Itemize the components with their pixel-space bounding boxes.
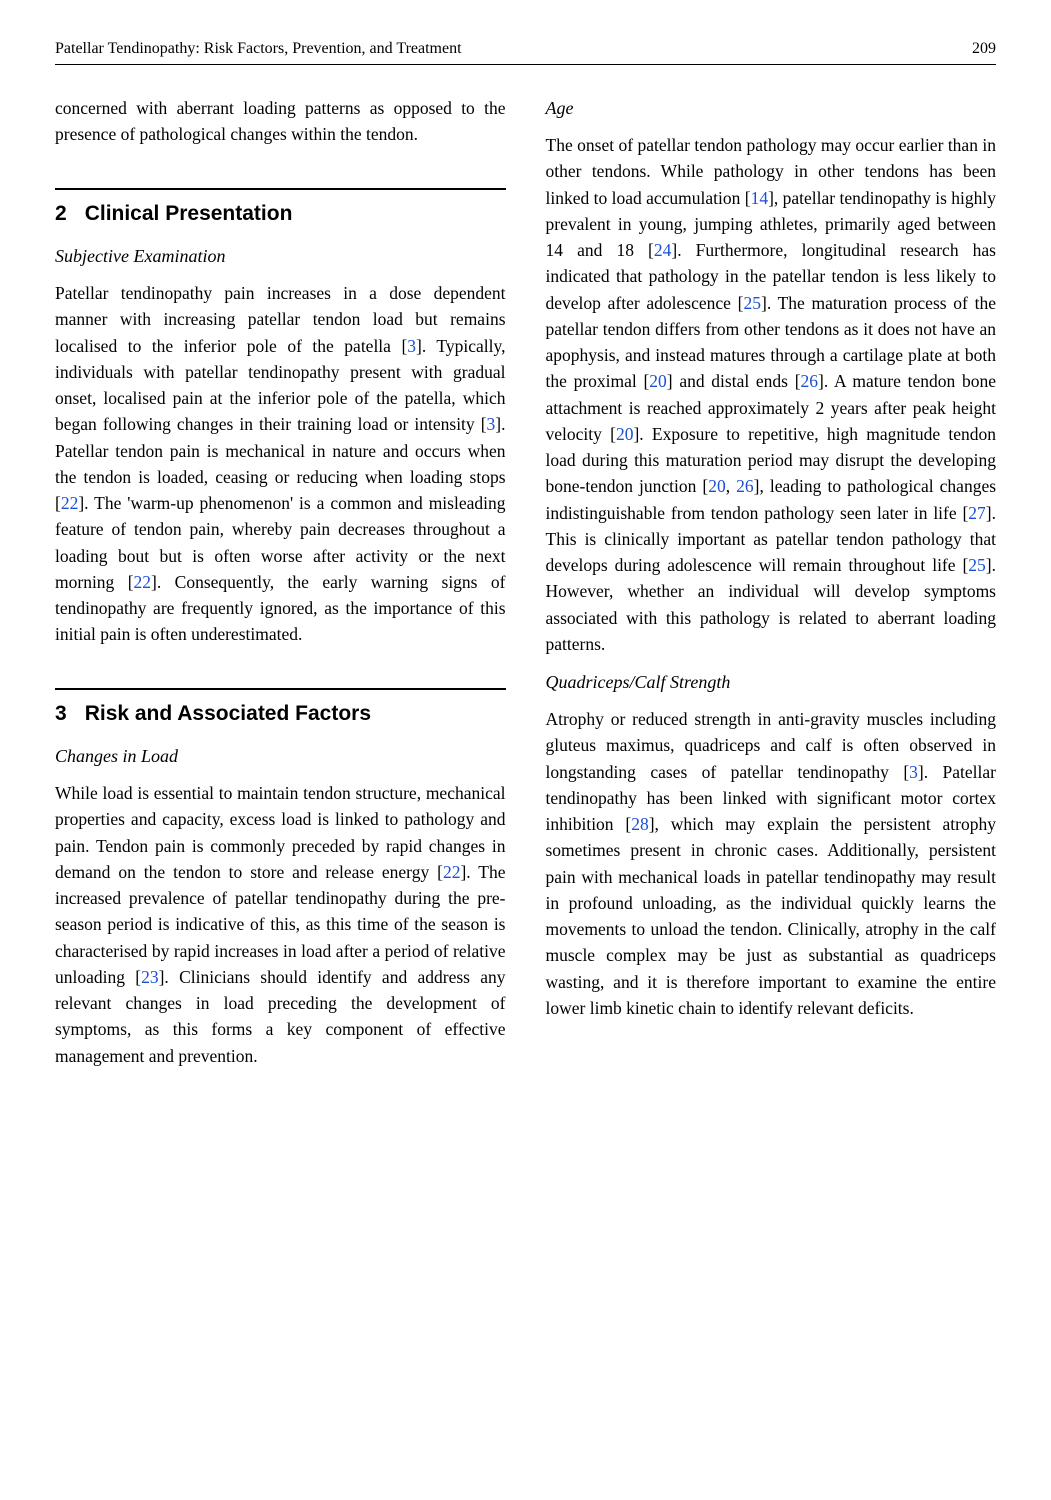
changes-in-load-paragraph: While load is essential to maintain tend… bbox=[55, 780, 506, 1069]
ref-28[interactable]: 28 bbox=[631, 814, 649, 834]
ref-26a[interactable]: 26 bbox=[801, 371, 819, 391]
subjective-exam-paragraph: Patellar tendinopathy pain increases in … bbox=[55, 280, 506, 648]
section-3-heading: 3 Risk and Associated Factors bbox=[55, 688, 506, 730]
section-3-title: Risk and Associated Factors bbox=[85, 702, 371, 725]
running-head: Patellar Tendinopathy: Risk Factors, Pre… bbox=[55, 40, 462, 58]
page-header: Patellar Tendinopathy: Risk Factors, Pre… bbox=[55, 40, 996, 65]
subjective-exam-heading: Subjective Examination bbox=[55, 243, 506, 270]
section-2-heading: 2 Clinical Presentation bbox=[55, 188, 506, 230]
ref-20b[interactable]: 20 bbox=[616, 424, 634, 444]
ref-22c[interactable]: 22 bbox=[443, 862, 461, 882]
age-paragraph: The onset of patellar tendon pathology m… bbox=[546, 132, 997, 657]
ref-20c[interactable]: 20 bbox=[708, 476, 726, 496]
ref-25b[interactable]: 25 bbox=[968, 555, 986, 575]
ref-24[interactable]: 24 bbox=[654, 240, 672, 260]
ref-22a[interactable]: 22 bbox=[61, 493, 79, 513]
section-2-number: 2 bbox=[55, 202, 67, 225]
age-heading: Age bbox=[546, 95, 997, 122]
left-column: concerned with aberrant loading patterns… bbox=[55, 95, 506, 1069]
ref-20a[interactable]: 20 bbox=[649, 371, 667, 391]
ref-3a[interactable]: 3 bbox=[407, 336, 416, 356]
ref-22b[interactable]: 22 bbox=[134, 572, 152, 592]
changes-in-load-heading: Changes in Load bbox=[55, 743, 506, 770]
ref-14[interactable]: 14 bbox=[751, 188, 769, 208]
intro-paragraph: concerned with aberrant loading patterns… bbox=[55, 95, 506, 148]
section-2-title: Clinical Presentation bbox=[85, 202, 293, 225]
two-column-layout: concerned with aberrant loading patterns… bbox=[55, 95, 996, 1069]
quadriceps-calf-heading: Quadriceps/Calf Strength bbox=[546, 669, 997, 696]
page-number: 209 bbox=[972, 40, 996, 58]
right-column: Age The onset of patellar tendon patholo… bbox=[546, 95, 997, 1069]
ref-3b[interactable]: 3 bbox=[487, 414, 496, 434]
ref-27[interactable]: 27 bbox=[968, 503, 986, 523]
ref-23[interactable]: 23 bbox=[141, 967, 159, 987]
quadriceps-calf-paragraph: Atrophy or reduced strength in anti-grav… bbox=[546, 706, 997, 1021]
ref-26b[interactable]: 26 bbox=[736, 476, 754, 496]
section-3-number: 3 bbox=[55, 702, 67, 725]
ref-3c[interactable]: 3 bbox=[909, 762, 918, 782]
ref-25a[interactable]: 25 bbox=[744, 293, 762, 313]
